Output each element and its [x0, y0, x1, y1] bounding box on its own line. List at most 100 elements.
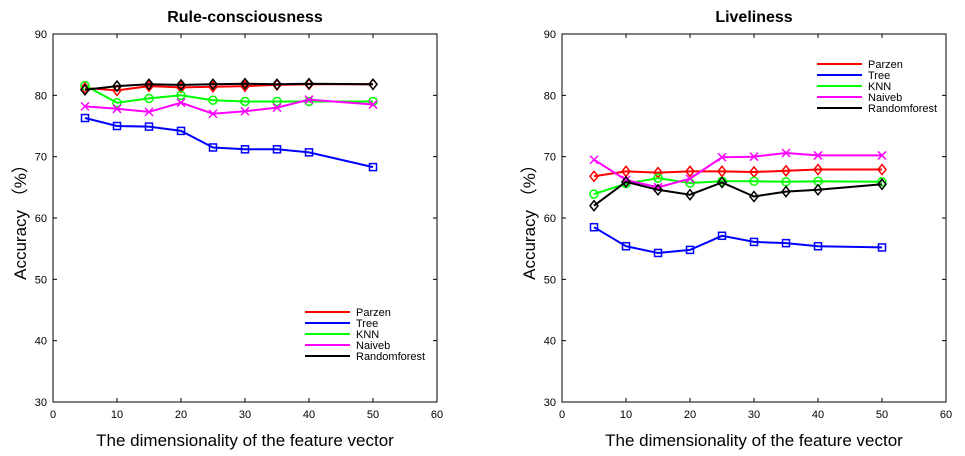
x-tick-label: 60	[940, 409, 952, 421]
x-tick-label: 20	[175, 409, 187, 421]
data-point	[304, 148, 314, 157]
y-tick-label: 90	[544, 29, 556, 41]
chart-panel-1: Rule-consciousness 0 10 20 30 40 50 60 30 40 50 60 7…	[11, 9, 443, 450]
data-point	[877, 163, 887, 176]
data-point	[144, 93, 154, 104]
series-line	[84, 82, 374, 91]
data-point	[368, 78, 378, 91]
data-point	[272, 96, 282, 107]
data-point	[208, 109, 218, 119]
legend-label: KNN	[868, 81, 891, 93]
data-point	[749, 176, 759, 186]
chart-title: Rule-consciousness	[167, 9, 323, 26]
data-point	[176, 126, 186, 136]
y-tick-label: 50	[544, 274, 556, 286]
y-tick-label: 70	[544, 152, 556, 164]
data-point	[653, 173, 663, 183]
data-point	[685, 165, 695, 178]
series-line	[593, 226, 883, 255]
data-point	[80, 113, 90, 123]
data-point	[112, 121, 122, 131]
data-point	[717, 176, 727, 189]
x-tick-label: 10	[111, 409, 123, 421]
data-point	[240, 145, 250, 154]
data-point	[717, 231, 727, 241]
data-point	[240, 96, 250, 107]
data-point	[272, 103, 282, 113]
series-naiveb	[589, 148, 887, 192]
data-point	[304, 95, 314, 105]
data-point	[877, 178, 887, 191]
data-point	[368, 100, 378, 110]
data-point	[749, 152, 759, 162]
legend-label: Tree	[868, 70, 890, 82]
data-point	[272, 145, 282, 154]
x-tick-label: 20	[684, 409, 696, 421]
data-point	[80, 101, 90, 111]
x-tick-label: 30	[239, 409, 251, 421]
legend-label: Randomforest	[356, 351, 425, 363]
x-axis-label: The dimensionality of the feature vector	[605, 431, 903, 450]
y-tick-label: 60	[544, 213, 556, 225]
data-point	[208, 78, 218, 91]
data-point	[589, 170, 599, 183]
x-tick-label: 10	[620, 409, 632, 421]
data-point	[685, 188, 695, 201]
y-tick-label: 80	[35, 90, 47, 102]
y-tick-label: 70	[35, 152, 47, 164]
data-point	[877, 243, 887, 252]
legend-label: Randomforest	[868, 103, 937, 115]
x-tick-label: 40	[812, 409, 824, 421]
data-point	[813, 241, 823, 251]
data-point	[685, 245, 695, 255]
data-point	[176, 90, 186, 101]
y-axis-label: Accuracy （%）	[11, 156, 30, 280]
data-point	[272, 78, 282, 91]
x-axis-label: The dimensionality of the feature vector	[96, 431, 394, 450]
data-point	[685, 174, 695, 184]
data-point	[781, 185, 791, 198]
y-tick-label: 80	[544, 90, 556, 102]
y-tick-label: 60	[35, 213, 47, 225]
data-point	[589, 199, 599, 212]
data-point	[368, 162, 378, 172]
data-point	[112, 104, 122, 114]
legend-label: Naiveb	[356, 340, 390, 352]
x-tick-label: 50	[367, 409, 379, 421]
data-point	[144, 122, 154, 131]
data-point	[208, 143, 218, 152]
data-point	[589, 155, 599, 165]
data-point	[781, 164, 791, 177]
series-randomforest	[80, 77, 378, 97]
x-tick-label: 40	[303, 409, 315, 421]
data-point	[208, 95, 218, 105]
data-point	[621, 241, 631, 251]
data-point	[144, 78, 154, 91]
data-point	[176, 78, 186, 92]
data-point	[781, 238, 791, 248]
data-point	[877, 150, 887, 160]
x-tick-label: 0	[559, 409, 565, 421]
data-point	[240, 106, 250, 116]
data-point	[813, 163, 823, 176]
legend-label: Parzen	[868, 59, 903, 71]
data-point	[144, 107, 154, 117]
legend-label: Naiveb	[868, 92, 902, 104]
x-tick-label: 0	[50, 409, 56, 421]
y-tick-label: 40	[544, 336, 556, 348]
data-point	[749, 237, 759, 247]
chart-title: Liveliness	[715, 9, 792, 26]
series-line	[593, 180, 883, 207]
legend-label: Tree	[356, 318, 378, 330]
y-tick-label: 50	[35, 274, 47, 286]
data-point	[176, 98, 186, 108]
x-tick-label: 30	[748, 409, 760, 421]
data-point	[877, 177, 887, 187]
data-point	[112, 97, 122, 108]
data-point	[653, 248, 663, 258]
y-tick-label: 40	[35, 336, 47, 348]
data-point	[240, 77, 250, 90]
